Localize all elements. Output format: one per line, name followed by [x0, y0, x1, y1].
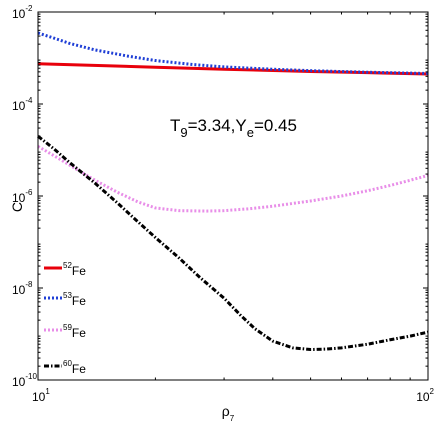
annotation-y-value: =0.45 — [254, 116, 297, 135]
legend-label-59fe: 59Fe — [63, 323, 86, 340]
annotation-t-value: =3.34,Y — [188, 116, 247, 135]
legend-label-52fe: 52Fe — [63, 261, 86, 278]
y-tick-label: 10-8 — [12, 280, 33, 297]
x-axis-title-base: ρ — [222, 403, 230, 419]
legend-label-53fe: 53Fe — [63, 291, 86, 308]
legend: 52Fe 53Fe 59Fe 60Fe — [44, 261, 86, 376]
y-tick-label: 10-10 — [12, 372, 37, 389]
x-tick-label: 102 — [416, 387, 434, 404]
series-layer — [37, 31, 429, 352]
annotation-t: T — [170, 116, 180, 135]
x-axis-title-sub: 7 — [230, 414, 235, 423]
y-tick-label: 10-2 — [12, 4, 33, 21]
ticks-layer: 10-10 10-8 10-6 10-4 10-2 101 102 — [12, 4, 435, 404]
x-tick-label: 101 — [32, 387, 50, 404]
series-line-60fe — [37, 134, 429, 352]
series-line-59fe — [37, 145, 429, 213]
y-tick-label: 10-6 — [12, 188, 33, 205]
y-tick-label: 10-4 — [12, 96, 33, 113]
y-axis-title: C — [9, 202, 25, 212]
annotation-y-sub: e — [247, 125, 254, 140]
annotation-text: T9=3.34,Ye=0.45 — [170, 116, 297, 140]
annotation-t-sub: 9 — [180, 125, 187, 140]
x-axis-title: ρ7 — [222, 403, 235, 423]
legend-label-60fe: 60Fe — [63, 359, 86, 376]
series-line-53fe — [37, 31, 429, 76]
